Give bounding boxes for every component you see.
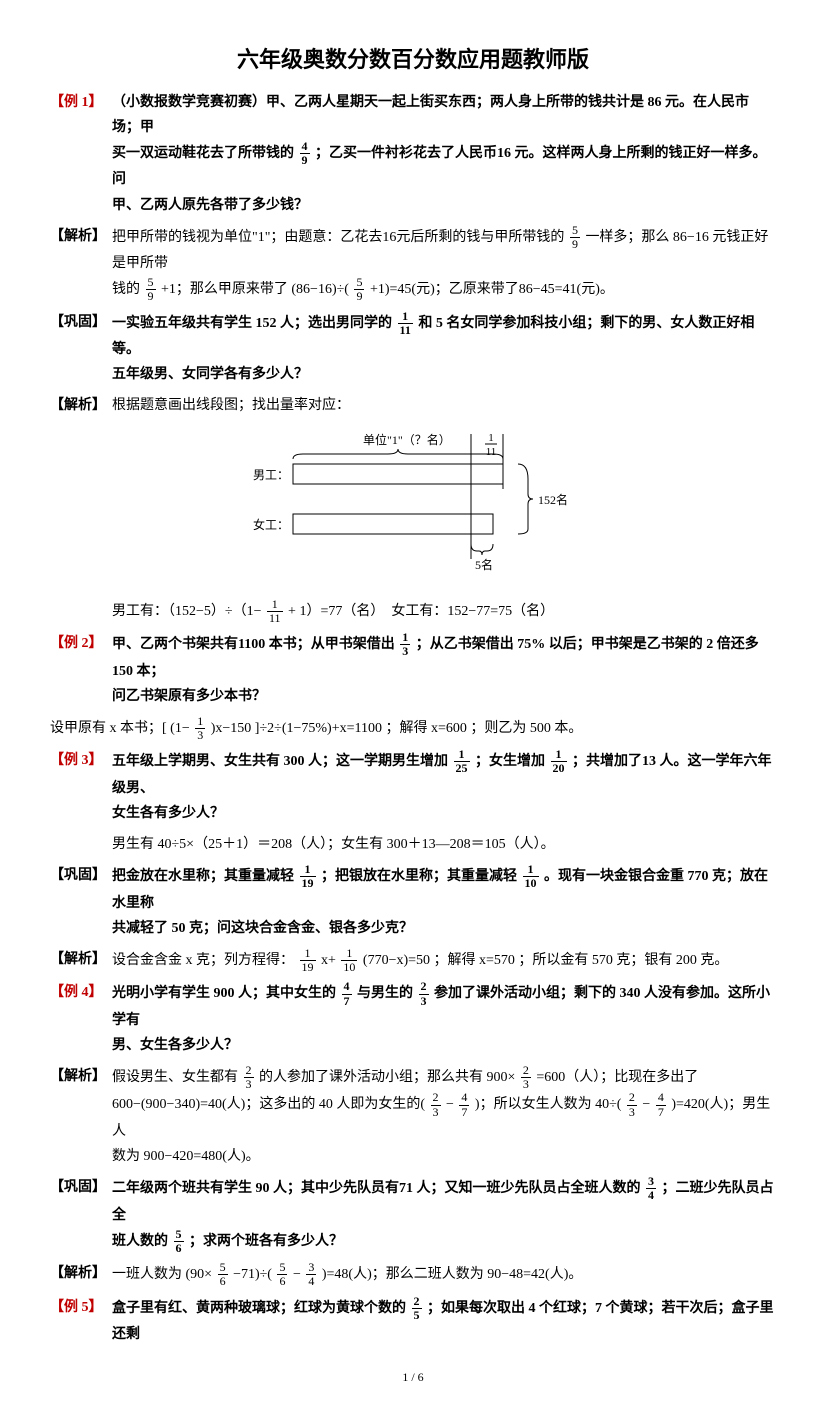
page-title: 六年级奥数分数百分数应用题教师版 [50, 40, 776, 80]
svg-text:单位"1"（？名）: 单位"1"（？名） [363, 432, 451, 447]
block-line: 把金放在水里称；其重量减轻 119 ；把银放在水里称；其重量减轻 110 。现有… [112, 863, 776, 916]
svg-text:男工：: 男工： [253, 468, 289, 482]
svg-text:5名: 5名 [475, 557, 493, 572]
block-line: 盒子里有红、黄两种玻璃球；红球为黄球个数的 25 ；如果每次取出 4 个红球；7… [112, 1295, 776, 1348]
block-line: 二年级两个班共有学生 90 人；其中少先队员有71 人；又知一班少先队员占全班人… [112, 1175, 776, 1228]
block-line: 五年级男、女同学各有多少人？ [112, 362, 776, 387]
block-line: 买一双运动鞋花去了所带钱的 49 ；乙买一件衬衫花去了人民币16 元。这样两人身… [112, 140, 776, 193]
problem-block: 【解析】设合金含金 x 克；列方程得： 119 x+ 110 (770−x)=5… [50, 947, 776, 974]
block-tag: 【例 3】 [50, 748, 112, 773]
block-line: 数为 900−420=480(人)。 [112, 1144, 776, 1169]
block-line: 五年级上学期男、女生共有 300 人；这一学期男生增加 125 ；女生增加 12… [112, 748, 776, 801]
block-line: 男、女生各多少人？ [112, 1033, 776, 1058]
problem-block: 【解析】假设男生、女生都有 23 的人参加了课外活动小组；那么共有 900× 2… [50, 1064, 776, 1169]
problem-block: 【例 4】光明小学有学生 900 人；其中女生的 47 与男生的 23 参加了课… [50, 980, 776, 1058]
problem-block: 【巩固】一实验五年级共有学生 152 人；选出男同学的 111 和 5 名女同学… [50, 310, 776, 388]
block-line: 女生各有多少人？ [112, 801, 776, 826]
block-tag: 【例 5】 [50, 1295, 112, 1320]
block-line: 把甲所带的钱视为单位"1"；由题意：乙花去16元后所剩的钱与甲所带钱的 59 一… [112, 224, 776, 277]
problem-block: 【例 1】（小数报数学竞赛初赛）甲、乙两人星期天一起上街买东西；两人身上所带的钱… [50, 90, 776, 218]
block-line: 600−(900−340)=40(人)；这多出的 40 人即为女生的( 23 −… [112, 1091, 776, 1144]
content-body: 【例 1】（小数报数学竞赛初赛）甲、乙两人星期天一起上街买东西；两人身上所带的钱… [50, 90, 776, 1348]
block-line: 钱的 59 +1；那么甲原来带了 (86−16)÷( 59 +1)=45(元)；… [112, 276, 776, 303]
block-line: 一班人数为 (90× 56 −71)÷( 56 − 34 )=48(人)；那么二… [112, 1261, 776, 1288]
block-line: （小数报数学竞赛初赛）甲、乙两人星期天一起上街买东西；两人身上所带的钱共计是 8… [112, 90, 776, 140]
block-tag: 【巩固】 [50, 1175, 112, 1200]
calc-line: 男工有：（152−5）÷（1− 111 + 1）=77（名） 女工有：152−7… [112, 598, 776, 625]
problem-block: 【巩固】二年级两个班共有学生 90 人；其中少先队员有71 人；又知一班少先队员… [50, 1175, 776, 1255]
calc-line: 设甲原有 x 本书；[ (1− 13 )x−150 ]÷2÷(1−75%)+x=… [50, 715, 776, 742]
line-segment-diagram: 单位"1"（？名） 1 11 男工： 女工： 152名 5名 [50, 429, 776, 588]
block-tag: 【巩固】 [50, 310, 112, 335]
problem-block: 【巩固】把金放在水里称；其重量减轻 119 ；把银放在水里称；其重量减轻 110… [50, 863, 776, 941]
svg-text:1: 1 [488, 432, 494, 444]
block-tag: 【解析】 [50, 947, 112, 972]
problem-block: 【例 3】五年级上学期男、女生共有 300 人；这一学期男生增加 125 ；女生… [50, 748, 776, 826]
block-line: 假设男生、女生都有 23 的人参加了课外活动小组；那么共有 900× 23 =6… [112, 1064, 776, 1091]
svg-text:152名: 152名 [538, 492, 568, 507]
block-line: 班人数的 56 ；求两个班各有多少人？ [112, 1228, 776, 1255]
block-line: 设合金含金 x 克；列方程得： 119 x+ 110 (770−x)=50 ；解… [112, 947, 776, 974]
problem-block: 【解析】一班人数为 (90× 56 −71)÷( 56 − 34 )=48(人)… [50, 1261, 776, 1288]
problem-block: 【解析】把甲所带的钱视为单位"1"；由题意：乙花去16元后所剩的钱与甲所带钱的 … [50, 224, 776, 304]
problem-block: 【例 5】盒子里有红、黄两种玻璃球；红球为黄球个数的 25 ；如果每次取出 4 … [50, 1295, 776, 1348]
problem-block: 【解析】根据题意画出线段图；找出量率对应： 单位"1"（？名） 1 11 男工：… [50, 393, 776, 587]
block-tag: 【例 4】 [50, 980, 112, 1005]
block-line: 共减轻了 50 克；问这块合金含金、银各多少克？ [112, 916, 776, 941]
problem-block: 【例 2】甲、乙两个书架共有1100 本书；从甲书架借出 13 ；从乙书架借出 … [50, 631, 776, 709]
block-tag: 【例 1】 [50, 90, 112, 115]
block-line: 问乙书架原有多少本书？ [112, 684, 776, 709]
block-tag: 【解析】 [50, 1064, 112, 1089]
block-tag: 【巩固】 [50, 863, 112, 888]
block-line: 甲、乙两个书架共有1100 本书；从甲书架借出 13 ；从乙书架借出 75% 以… [112, 631, 776, 684]
block-tag: 【解析】 [50, 393, 112, 418]
block-tag: 【解析】 [50, 224, 112, 249]
svg-text:11: 11 [486, 446, 497, 458]
block-line: 根据题意画出线段图；找出量率对应： [112, 393, 776, 418]
block-line: 一实验五年级共有学生 152 人；选出男同学的 111 和 5 名女同学参加科技… [112, 310, 776, 363]
block-tag: 【例 2】 [50, 631, 112, 656]
block-line: 光明小学有学生 900 人；其中女生的 47 与男生的 23 参加了课外活动小组… [112, 980, 776, 1033]
block-line: 甲、乙两人原先各带了多少钱？ [112, 193, 776, 218]
calc-line: 男生有 40÷5×（25＋1）＝208（人）；女生有 300＋13—208＝10… [112, 832, 776, 857]
page-footer: 1 / 6 [50, 1367, 776, 1389]
block-tag: 【解析】 [50, 1261, 112, 1286]
svg-text:女工：: 女工： [253, 517, 289, 532]
